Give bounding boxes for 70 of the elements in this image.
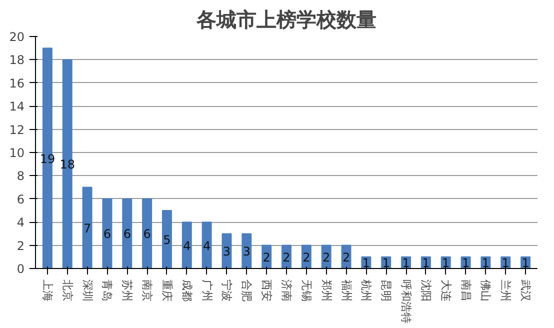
x-tick-label: 福州: [340, 280, 353, 302]
x-tick-label: 兰州: [499, 280, 512, 302]
x-tick-label: 大连: [439, 280, 452, 302]
data-label: 1: [362, 256, 370, 270]
data-label: 1: [502, 256, 510, 270]
data-label: 2: [282, 250, 290, 264]
y-tick-label: 18: [9, 53, 25, 68]
y-tick-label: 4: [16, 216, 25, 230]
bar: [62, 59, 72, 268]
x-tick-label: 青岛: [100, 280, 114, 302]
x-tick-label: 济南: [280, 280, 293, 302]
x-tick-label: 广州: [200, 280, 214, 302]
x-tick-label: 北京: [60, 280, 74, 302]
bar: [162, 210, 172, 268]
bar: [182, 222, 192, 268]
x-tick-label: 南昌: [459, 280, 472, 302]
x-tick-label: 杭州: [360, 278, 373, 302]
x-tick-label: 无锡: [300, 280, 313, 302]
bar: [242, 233, 252, 268]
data-label: 2: [262, 250, 270, 264]
y-tick-label: 6: [16, 192, 25, 206]
bar: [42, 48, 52, 268]
data-label: 1: [442, 256, 450, 270]
data-label: 2: [322, 250, 330, 264]
data-label: 6: [103, 227, 112, 242]
x-tick-label: 合肥: [240, 280, 254, 302]
bar: [122, 198, 132, 268]
x-tick-label: 苏州: [120, 280, 134, 302]
data-label: 2: [342, 250, 350, 264]
y-tick-label: 0: [16, 262, 25, 276]
x-tick-label: 佛山: [479, 280, 492, 302]
data-label: 7: [83, 221, 92, 236]
x-tick-label: 重庆: [160, 280, 174, 302]
data-label: 4: [183, 238, 191, 253]
y-tick-label: 2: [16, 238, 25, 253]
x-tick-label: 上海: [40, 280, 54, 302]
data-label: 1: [462, 256, 470, 270]
y-tick-label: 10: [9, 146, 25, 160]
data-label: 6: [123, 227, 131, 242]
x-tick-label: 成都: [180, 280, 194, 302]
x-tick-label: 宁波: [220, 280, 234, 302]
data-label: 6: [143, 227, 151, 242]
data-label: 3: [222, 244, 231, 259]
x-tick-label: 南京: [140, 280, 154, 302]
data-label: 1: [402, 256, 410, 270]
chart-title: 各城市上榜学校数量: [196, 8, 376, 32]
y-tick-label: 8: [16, 169, 25, 184]
bar: [142, 198, 152, 268]
y-tick-label: 14: [9, 100, 25, 114]
data-label: 1: [482, 256, 490, 270]
data-label: 4: [203, 238, 211, 253]
data-label: 1: [522, 256, 530, 270]
x-tick-label: 深圳: [80, 280, 94, 302]
y-tick-label: 16: [9, 76, 25, 90]
y-tick-label: 20: [9, 30, 25, 44]
data-label: 3: [242, 244, 250, 259]
bar: [202, 222, 212, 268]
x-tick-label: 沈阳: [419, 280, 432, 302]
data-label: 1: [422, 256, 430, 270]
x-tick-label: 郑州: [320, 280, 333, 302]
y-tick-label: 12: [9, 122, 25, 137]
data-label: 1: [382, 256, 390, 270]
x-tick-label: 武汉: [519, 280, 532, 302]
x-tick-label: 呼和浩特: [400, 280, 413, 324]
x-tick-label: 西安: [260, 280, 274, 302]
bar: [82, 186, 92, 268]
bar: [102, 198, 112, 268]
data-label: 5: [163, 233, 171, 247]
data-label: 2: [302, 250, 310, 264]
x-tick-label: 昆明: [380, 280, 393, 302]
